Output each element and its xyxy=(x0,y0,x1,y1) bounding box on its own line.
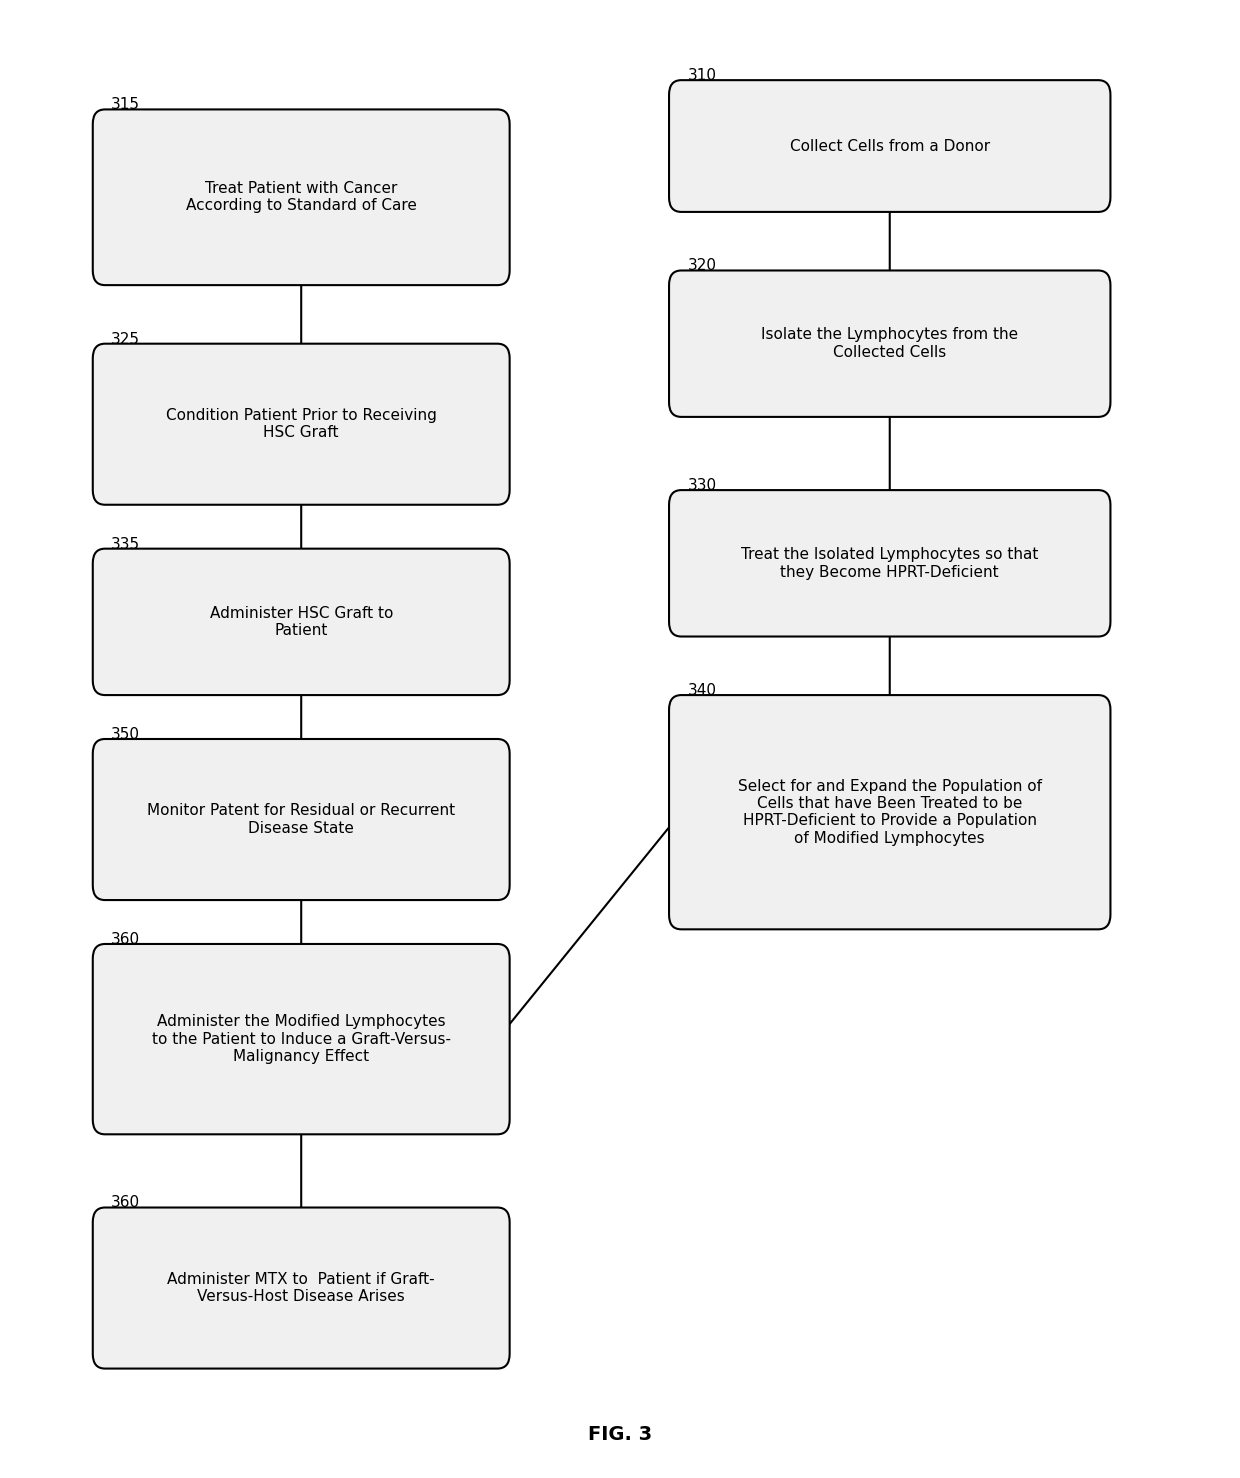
Text: Administer MTX to  Patient if Graft-
Versus-Host Disease Arises: Administer MTX to Patient if Graft- Vers… xyxy=(167,1273,435,1304)
Text: Treat the Isolated Lymphocytes so that
they Become HPRT-Deficient: Treat the Isolated Lymphocytes so that t… xyxy=(742,547,1038,579)
FancyBboxPatch shape xyxy=(93,944,510,1134)
Text: 330: 330 xyxy=(687,477,717,494)
FancyBboxPatch shape xyxy=(93,109,510,285)
Text: 320: 320 xyxy=(687,259,717,273)
Text: 360: 360 xyxy=(112,1196,140,1210)
Text: 310: 310 xyxy=(687,68,717,83)
Text: Administer the Modified Lymphocytes
to the Patient to Induce a Graft-Versus-
Mal: Administer the Modified Lymphocytes to t… xyxy=(151,1014,450,1064)
Text: Monitor Patent for Residual or Recurrent
Disease State: Monitor Patent for Residual or Recurrent… xyxy=(148,804,455,835)
Text: 315: 315 xyxy=(112,98,140,112)
FancyBboxPatch shape xyxy=(93,344,510,505)
FancyBboxPatch shape xyxy=(670,80,1111,211)
Text: Condition Patient Prior to Receiving
HSC Graft: Condition Patient Prior to Receiving HSC… xyxy=(166,408,436,440)
Text: FIG. 3: FIG. 3 xyxy=(588,1425,652,1444)
Text: Select for and Expand the Population of
Cells that have Been Treated to be
HPRT-: Select for and Expand the Population of … xyxy=(738,779,1042,845)
Text: Collect Cells from a Donor: Collect Cells from a Donor xyxy=(790,139,990,154)
FancyBboxPatch shape xyxy=(670,695,1111,930)
FancyBboxPatch shape xyxy=(93,1208,510,1369)
Text: Treat Patient with Cancer
According to Standard of Care: Treat Patient with Cancer According to S… xyxy=(186,182,417,213)
Text: 350: 350 xyxy=(112,727,140,742)
Text: 335: 335 xyxy=(112,537,140,551)
Text: Isolate the Lymphocytes from the
Collected Cells: Isolate the Lymphocytes from the Collect… xyxy=(761,328,1018,359)
Text: 325: 325 xyxy=(112,331,140,347)
FancyBboxPatch shape xyxy=(93,739,510,900)
FancyBboxPatch shape xyxy=(93,548,510,695)
FancyBboxPatch shape xyxy=(670,270,1111,417)
Text: Administer HSC Graft to
Patient: Administer HSC Graft to Patient xyxy=(210,606,393,638)
Text: 340: 340 xyxy=(687,683,717,698)
FancyBboxPatch shape xyxy=(670,491,1111,637)
Text: 360: 360 xyxy=(112,933,140,947)
